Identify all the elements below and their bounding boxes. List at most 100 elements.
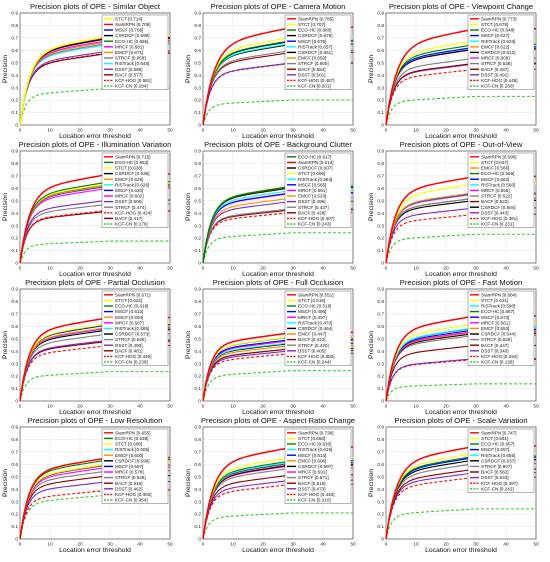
- legend: SiamRPN [0.715]ECO-HC [0.653]STCT [0.638…: [101, 152, 169, 229]
- y-tick-label: 0.5: [11, 198, 18, 204]
- axes-frame: [385, 150, 537, 264]
- y-tick-label: 0.2: [11, 512, 18, 518]
- legend-entry: STRCF [0.571]: [298, 475, 329, 480]
- x-tick-label: 20: [443, 404, 449, 410]
- legend-entry: EMCF [0.622]: [481, 44, 509, 49]
- legend-entry: MRCF [0.591]: [298, 470, 327, 475]
- x-tick-label: 0: [385, 128, 388, 134]
- y-tick-label: 0.5: [377, 198, 384, 204]
- chart-title: Precision plots of OPE - Aspect Ratio Ch…: [201, 416, 355, 425]
- legend-entry: EMCF [0.566]: [481, 166, 509, 171]
- legend-entry: ECO-HC [0.653]: [115, 160, 148, 165]
- legend-entry: KCF-CN [0.236]: [115, 360, 148, 365]
- legend-entry: KCF-HOG [0.391]: [481, 216, 518, 221]
- y-tick-label: 0.7: [11, 311, 18, 317]
- y-tick-label: 0.8: [377, 23, 384, 29]
- legend-entry: RISTrack [0.590]: [481, 304, 515, 309]
- y-tick-label: 0.3: [377, 499, 384, 505]
- x-axis-label: Location error threshold: [59, 409, 131, 416]
- legend-entry: CSRDCF [0.636]: [115, 171, 149, 176]
- legend-entry: RISTrack [0.623]: [481, 39, 515, 44]
- series-line: [19, 87, 170, 126]
- legend-entry: STRCF [0.437]: [298, 205, 329, 210]
- legend-entry: CSRDCF [0.607]: [298, 166, 332, 171]
- legend-entry: KCF-HOG [0.383]: [298, 354, 335, 359]
- legend-entry: RISTrack [0.657]: [298, 44, 332, 49]
- legend-entry: KCF-CN [0.354]: [115, 498, 148, 503]
- legend-entry: RISTrack [0.626]: [115, 182, 149, 187]
- legend-entry: MSCF [0.562]: [481, 177, 509, 182]
- legend-entry: DSST [0.595]: [115, 67, 143, 72]
- x-tick-label: 0: [19, 542, 22, 548]
- y-tick-label: 0.9: [194, 149, 201, 155]
- x-tick-label: 20: [443, 128, 449, 134]
- y-axis-label: Precision: [2, 331, 9, 359]
- legend-entry: MRCF [0.681]: [115, 44, 144, 49]
- legend-entry: STRCF [0.600]: [298, 61, 329, 66]
- y-tick-label: 0.8: [377, 437, 384, 443]
- legend-entry: MSCF [0.597]: [115, 464, 143, 469]
- x-tick-label: 20: [260, 128, 266, 134]
- x-tick-label: 40: [137, 128, 143, 134]
- x-tick-label: 30: [473, 542, 479, 548]
- series-line: [202, 99, 353, 126]
- y-tick-label: 0.8: [11, 23, 18, 29]
- y-tick-label: 0.4: [194, 211, 201, 217]
- x-tick-label: 40: [320, 542, 326, 548]
- y-tick-label: 0.7: [11, 173, 18, 179]
- legend-entry: EMCF [0.600]: [115, 453, 143, 458]
- x-tick-label: 30: [290, 404, 296, 410]
- y-tick-label: 0.9: [11, 425, 18, 431]
- y-tick-label: 0.3: [377, 361, 384, 367]
- legend-entry: RISTrack [0.648]: [115, 61, 149, 66]
- y-tick-label: 0.9: [194, 11, 201, 17]
- legend-entry: SiamRPN [0.671]: [115, 292, 151, 297]
- legend-entry: BACF [0.428]: [298, 210, 326, 215]
- y-tick-label: 0.5: [377, 474, 384, 480]
- legend-entry: STRCF [0.549]: [115, 475, 146, 480]
- y-tick-label: 0.9: [194, 287, 201, 293]
- x-tick-label: 30: [107, 542, 113, 548]
- legend: SiamRPN [0.738]STCT [0.658]ECO-HC [0.630…: [284, 428, 352, 505]
- y-tick-label: 0.4: [11, 487, 18, 493]
- legend-entry: STCT [0.637]: [481, 160, 508, 165]
- y-tick-label: 0.2: [194, 512, 201, 518]
- legend-entry: BACF [0.584]: [298, 67, 326, 72]
- legend-entry: DSST [0.501]: [298, 72, 326, 77]
- legend-entry: DSST [0.506]: [115, 199, 143, 204]
- legend-entry: STCT [0.707]: [298, 22, 325, 27]
- legend: SiamRPN [0.747]STCT [0.691]ECO-HC [0.667…: [467, 428, 535, 493]
- legend-entry: KCF-CN [0.243]: [298, 222, 331, 227]
- y-tick-label: 0.6: [11, 186, 18, 192]
- legend-entry: STCT [0.606]: [298, 171, 325, 176]
- y-axis-label: Precision: [185, 469, 192, 497]
- x-tick-label: 20: [443, 542, 449, 548]
- y-tick-label: 0.8: [11, 161, 18, 167]
- x-tick-label: 10: [47, 542, 53, 548]
- y-tick-label: 0.7: [377, 35, 384, 41]
- legend-entry: EMCF [0.594]: [115, 315, 143, 320]
- legend-entry: ECO-HC [0.618]: [115, 304, 148, 309]
- legend: SiamRPN [0.551]STCT [0.518]ECO-HC [0.516…: [284, 290, 352, 367]
- legend-entry: BACF [0.510]: [115, 481, 143, 486]
- y-tick-label: 0.4: [377, 349, 384, 355]
- axes-frame: [385, 426, 537, 540]
- legend-entry: MRCF [0.609]: [481, 56, 510, 61]
- y-tick-label: 0.1: [194, 110, 201, 116]
- x-tick-label: 10: [413, 266, 419, 272]
- y-tick-label: 0.8: [11, 299, 18, 305]
- y-tick-label: 0.4: [11, 211, 18, 217]
- x-tick-label: 30: [290, 128, 296, 134]
- y-tick-label: 0.7: [11, 35, 18, 41]
- legend-entry: EMCF [0.523]: [298, 194, 326, 199]
- legend-entry: DSST [0.533]: [481, 475, 509, 480]
- y-tick-label: 0.4: [11, 73, 18, 79]
- legend-entry: MRCF [0.602]: [115, 194, 144, 199]
- legend-entry: KCF-CN [0.201]: [298, 84, 331, 89]
- x-tick-label: 40: [503, 128, 509, 134]
- y-tick-label: 0.8: [194, 299, 201, 305]
- x-tick-label: 0: [202, 404, 205, 410]
- legend-entry: RISTrack [0.655]: [481, 453, 515, 458]
- legend-entry: ECO-HC [0.566]: [481, 171, 514, 176]
